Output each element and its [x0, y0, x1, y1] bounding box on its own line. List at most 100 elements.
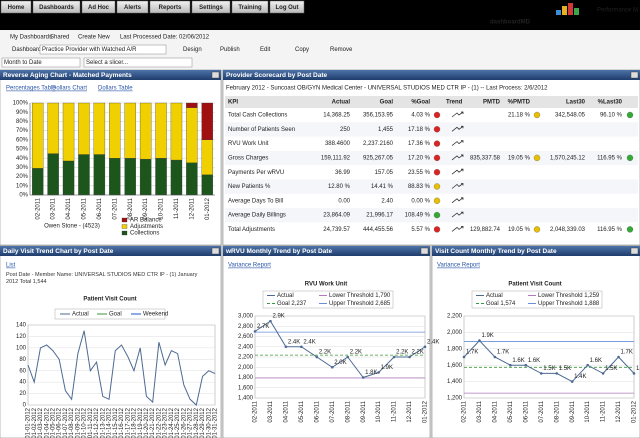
period-select[interactable]: [1, 57, 81, 68]
nav-tab[interactable]: [81, 0, 116, 14]
y-tick-label: 0%: [19, 193, 28, 199]
panel-link[interactable]: Percentages Table: [6, 86, 56, 92]
toolbar-link[interactable]: Create New: [78, 35, 110, 41]
y-tick-label: 40: [19, 380, 26, 386]
cell: 4.03 %: [411, 113, 430, 119]
panel-link[interactable]: List: [6, 263, 16, 269]
nav-tab[interactable]: [149, 0, 191, 14]
toolbar-action[interactable]: Edit: [260, 47, 271, 53]
x-tick-label: 09-2011: [143, 197, 149, 219]
dashboard-select[interactable]: [39, 44, 167, 55]
kpi-name: Payments Per wRVU: [228, 170, 284, 176]
panel-menu-button[interactable]: [630, 71, 639, 79]
data-label: 2.4K: [427, 339, 439, 345]
x-tick-label: 10-2011: [376, 400, 382, 422]
y-tick-label: 80: [19, 357, 26, 363]
panel-link[interactable]: Dollars Chart: [52, 86, 87, 92]
nav-tab-label[interactable]: Dashboards: [39, 5, 74, 11]
x-tick-label: 01-24-2012: [169, 407, 175, 438]
y-tick-label: 10%: [16, 183, 29, 189]
x-tick-label: 12-2011: [189, 197, 195, 219]
slicer-select-text[interactable]: Select a slicer...: [86, 60, 128, 66]
nav-tab-label[interactable]: Alerts: [124, 5, 142, 11]
y-tick-label: 0: [23, 403, 27, 409]
trend-arrow: [451, 168, 464, 175]
cell: 342,548.05: [555, 113, 586, 119]
column-header: %Last30: [598, 100, 623, 106]
nav-tab[interactable]: [0, 0, 32, 14]
nav-tab-label[interactable]: Settings: [199, 5, 223, 11]
panel-menu-button[interactable]: [630, 247, 639, 255]
panel-menu-button[interactable]: [211, 71, 220, 79]
panel-menu-button[interactable]: [420, 247, 429, 255]
data-point: [524, 363, 528, 367]
y-tick-label: 1,800: [447, 346, 463, 352]
data-point: [269, 319, 272, 323]
plot-area: [463, 315, 635, 399]
nav-tab[interactable]: [191, 0, 231, 14]
panel-subtitle: February 2012 - Suncoast OB/GYN Medical …: [226, 86, 548, 92]
bar-segment: [93, 154, 106, 196]
bar-segment: [47, 153, 59, 196]
data-line: [27, 330, 216, 406]
x-tick-label: 01-2012: [423, 400, 429, 423]
bar-segment: [201, 139, 213, 175]
x-tick-label: 01-18-2012: [132, 407, 138, 438]
bar-segment: [32, 168, 44, 196]
panel-menu-button[interactable]: [211, 247, 220, 255]
column-header: KPI: [228, 100, 238, 106]
nav-tab[interactable]: [269, 0, 305, 14]
nav-tab-label[interactable]: Log Out: [276, 5, 299, 11]
panel-link[interactable]: Variance Report: [228, 263, 271, 269]
legend-label: Lower Threshold 1,790: [329, 293, 391, 299]
toolbar-link[interactable]: My Dashboards: [10, 35, 52, 41]
cell: 5.57 %: [411, 227, 430, 233]
nav-tab-label[interactable]: Ad Hoc: [88, 5, 110, 11]
panel-title: Provider Scorecard by Post Date: [226, 72, 328, 79]
x-tick-label: 01-15-2012: [113, 407, 119, 438]
toolbar-action[interactable]: Design: [183, 47, 202, 53]
panel-link[interactable]: Dollars Table: [98, 86, 133, 92]
cell: 157.05: [375, 170, 394, 176]
cell: 36.99: [335, 170, 351, 176]
panel-link[interactable]: Variance Report: [437, 263, 480, 269]
cell: 444,455.56: [363, 227, 394, 233]
status-dot: [433, 154, 441, 162]
data-label: 1.8K: [365, 370, 377, 376]
data-line: [463, 339, 635, 383]
slicer-select[interactable]: [83, 57, 193, 68]
toolbar-action[interactable]: Copy: [295, 47, 309, 53]
toolbar-link[interactable]: Shared: [50, 35, 69, 41]
logo-icon: [556, 3, 579, 15]
period-select-text[interactable]: Month to Date: [4, 60, 42, 66]
cell: 116.95 %: [597, 227, 623, 233]
x-tick-label: 02-2011: [253, 400, 259, 422]
toolbar-action[interactable]: Remove: [330, 47, 353, 53]
dashboard-label: Dashboard: [12, 47, 41, 53]
nav-tab[interactable]: [32, 0, 81, 14]
nav-tab-label[interactable]: Reports: [159, 5, 182, 11]
nav-tab-label[interactable]: Home: [8, 5, 25, 11]
column-header: %PMTD: [508, 100, 531, 106]
table-row: [225, 122, 638, 137]
toolbar-action[interactable]: Publish: [220, 47, 240, 53]
x-tick-label: 06-2011: [523, 400, 529, 422]
x-tick-label: 01-02-2012: [32, 407, 38, 438]
data-point: [346, 355, 350, 359]
x-tick-label: 01-21-2012: [150, 407, 156, 438]
data-label: 1.6K: [512, 358, 524, 364]
x-tick-label: 01-25-2012: [175, 407, 181, 438]
x-tick-label: 01-2012: [205, 197, 211, 220]
x-tick-label: 01-26-2012: [181, 407, 187, 438]
kpi-name: Total Cash Collections: [228, 113, 287, 119]
data-label: 2.9K: [272, 314, 284, 320]
nav-tab[interactable]: [231, 0, 269, 14]
column-header: PMTD: [483, 100, 501, 106]
x-tick-label: 01-03-2012: [38, 407, 44, 438]
nav-tab[interactable]: [116, 0, 149, 14]
panel-title-bar: [432, 246, 640, 256]
status-dot: [433, 111, 441, 119]
dashboard-select-text[interactable]: Practice Provider with Watched A/R: [42, 47, 137, 53]
nav-tab-label[interactable]: Training: [238, 5, 262, 11]
